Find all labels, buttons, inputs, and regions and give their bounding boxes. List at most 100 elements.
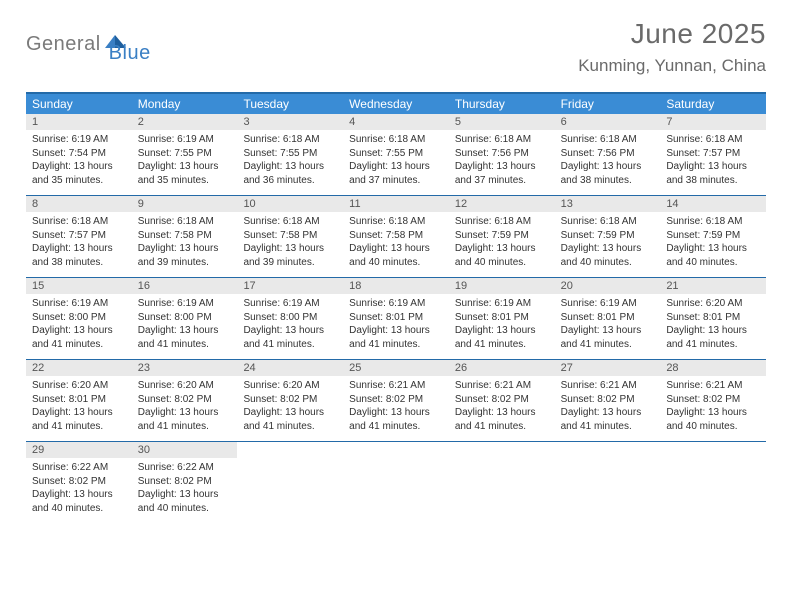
day-body: Sunrise: 6:18 AMSunset: 7:56 PMDaylight:… bbox=[449, 130, 555, 195]
day-number: 24 bbox=[237, 360, 343, 376]
day-body: Sunrise: 6:18 AMSunset: 7:57 PMDaylight:… bbox=[26, 212, 132, 277]
day-number: 23 bbox=[132, 360, 238, 376]
day-body: Sunrise: 6:19 AMSunset: 8:01 PMDaylight:… bbox=[555, 294, 661, 359]
day-body: Sunrise: 6:18 AMSunset: 7:55 PMDaylight:… bbox=[343, 130, 449, 195]
day-cell: 3Sunrise: 6:18 AMSunset: 7:55 PMDaylight… bbox=[237, 114, 343, 195]
day-body: Sunrise: 6:18 AMSunset: 7:58 PMDaylight:… bbox=[132, 212, 238, 277]
day-cell: 28Sunrise: 6:21 AMSunset: 8:02 PMDayligh… bbox=[660, 360, 766, 441]
day-number: 5 bbox=[449, 114, 555, 130]
weekday-header: Thursday bbox=[449, 94, 555, 114]
day-cell: 12Sunrise: 6:18 AMSunset: 7:59 PMDayligh… bbox=[449, 196, 555, 277]
day-cell: 11Sunrise: 6:18 AMSunset: 7:58 PMDayligh… bbox=[343, 196, 449, 277]
weekday-header: Tuesday bbox=[237, 94, 343, 114]
day-cell bbox=[343, 442, 449, 523]
day-number: 26 bbox=[449, 360, 555, 376]
day-number: 10 bbox=[237, 196, 343, 212]
day-number: 6 bbox=[555, 114, 661, 130]
day-body bbox=[555, 446, 661, 504]
day-cell bbox=[237, 442, 343, 523]
day-body bbox=[237, 446, 343, 504]
day-number: 13 bbox=[555, 196, 661, 212]
day-body: Sunrise: 6:18 AMSunset: 7:59 PMDaylight:… bbox=[660, 212, 766, 277]
day-body: Sunrise: 6:18 AMSunset: 7:58 PMDaylight:… bbox=[343, 212, 449, 277]
day-cell: 6Sunrise: 6:18 AMSunset: 7:56 PMDaylight… bbox=[555, 114, 661, 195]
weekday-header-row: SundayMondayTuesdayWednesdayThursdayFrid… bbox=[26, 94, 766, 114]
day-body bbox=[343, 446, 449, 504]
day-body: Sunrise: 6:21 AMSunset: 8:02 PMDaylight:… bbox=[660, 376, 766, 441]
day-cell: 15Sunrise: 6:19 AMSunset: 8:00 PMDayligh… bbox=[26, 278, 132, 359]
day-cell: 22Sunrise: 6:20 AMSunset: 8:01 PMDayligh… bbox=[26, 360, 132, 441]
logo-text-general: General bbox=[26, 33, 101, 56]
day-cell: 1Sunrise: 6:19 AMSunset: 7:54 PMDaylight… bbox=[26, 114, 132, 195]
weekday-header: Monday bbox=[132, 94, 238, 114]
calendar: SundayMondayTuesdayWednesdayThursdayFrid… bbox=[26, 92, 766, 523]
day-body: Sunrise: 6:18 AMSunset: 7:55 PMDaylight:… bbox=[237, 130, 343, 195]
day-cell: 7Sunrise: 6:18 AMSunset: 7:57 PMDaylight… bbox=[660, 114, 766, 195]
day-number: 27 bbox=[555, 360, 661, 376]
logo-text-blue: Blue bbox=[109, 42, 151, 65]
day-cell: 4Sunrise: 6:18 AMSunset: 7:55 PMDaylight… bbox=[343, 114, 449, 195]
day-body bbox=[660, 446, 766, 504]
week-row: 15Sunrise: 6:19 AMSunset: 8:00 PMDayligh… bbox=[26, 278, 766, 360]
day-body: Sunrise: 6:19 AMSunset: 7:54 PMDaylight:… bbox=[26, 130, 132, 195]
day-number: 22 bbox=[26, 360, 132, 376]
weekday-header: Wednesday bbox=[343, 94, 449, 114]
day-body: Sunrise: 6:19 AMSunset: 8:00 PMDaylight:… bbox=[237, 294, 343, 359]
day-body: Sunrise: 6:19 AMSunset: 7:55 PMDaylight:… bbox=[132, 130, 238, 195]
day-number: 20 bbox=[555, 278, 661, 294]
day-cell: 21Sunrise: 6:20 AMSunset: 8:01 PMDayligh… bbox=[660, 278, 766, 359]
day-number: 16 bbox=[132, 278, 238, 294]
day-body: Sunrise: 6:20 AMSunset: 8:01 PMDaylight:… bbox=[660, 294, 766, 359]
day-number: 12 bbox=[449, 196, 555, 212]
day-cell: 13Sunrise: 6:18 AMSunset: 7:59 PMDayligh… bbox=[555, 196, 661, 277]
day-number: 14 bbox=[660, 196, 766, 212]
day-number: 19 bbox=[449, 278, 555, 294]
week-row: 22Sunrise: 6:20 AMSunset: 8:01 PMDayligh… bbox=[26, 360, 766, 442]
day-cell: 26Sunrise: 6:21 AMSunset: 8:02 PMDayligh… bbox=[449, 360, 555, 441]
day-number: 1 bbox=[26, 114, 132, 130]
day-number: 2 bbox=[132, 114, 238, 130]
day-cell: 14Sunrise: 6:18 AMSunset: 7:59 PMDayligh… bbox=[660, 196, 766, 277]
title-block: June 2025 Kunming, Yunnan, China bbox=[578, 18, 766, 76]
day-body: Sunrise: 6:18 AMSunset: 7:57 PMDaylight:… bbox=[660, 130, 766, 195]
day-body: Sunrise: 6:18 AMSunset: 7:58 PMDaylight:… bbox=[237, 212, 343, 277]
day-number: 21 bbox=[660, 278, 766, 294]
day-number: 25 bbox=[343, 360, 449, 376]
day-cell: 20Sunrise: 6:19 AMSunset: 8:01 PMDayligh… bbox=[555, 278, 661, 359]
day-cell: 30Sunrise: 6:22 AMSunset: 8:02 PMDayligh… bbox=[132, 442, 238, 523]
day-cell: 18Sunrise: 6:19 AMSunset: 8:01 PMDayligh… bbox=[343, 278, 449, 359]
day-cell: 2Sunrise: 6:19 AMSunset: 7:55 PMDaylight… bbox=[132, 114, 238, 195]
day-number: 28 bbox=[660, 360, 766, 376]
day-cell: 19Sunrise: 6:19 AMSunset: 8:01 PMDayligh… bbox=[449, 278, 555, 359]
day-cell: 27Sunrise: 6:21 AMSunset: 8:02 PMDayligh… bbox=[555, 360, 661, 441]
day-cell: 10Sunrise: 6:18 AMSunset: 7:58 PMDayligh… bbox=[237, 196, 343, 277]
location-label: Kunming, Yunnan, China bbox=[578, 56, 766, 76]
logo: General Blue bbox=[26, 24, 151, 65]
day-body: Sunrise: 6:20 AMSunset: 8:01 PMDaylight:… bbox=[26, 376, 132, 441]
day-body: Sunrise: 6:21 AMSunset: 8:02 PMDaylight:… bbox=[343, 376, 449, 441]
weekday-header: Friday bbox=[555, 94, 661, 114]
page-title: June 2025 bbox=[578, 18, 766, 50]
day-body: Sunrise: 6:21 AMSunset: 8:02 PMDaylight:… bbox=[555, 376, 661, 441]
day-cell: 5Sunrise: 6:18 AMSunset: 7:56 PMDaylight… bbox=[449, 114, 555, 195]
week-row: 1Sunrise: 6:19 AMSunset: 7:54 PMDaylight… bbox=[26, 114, 766, 196]
day-body: Sunrise: 6:19 AMSunset: 8:00 PMDaylight:… bbox=[26, 294, 132, 359]
day-body: Sunrise: 6:19 AMSunset: 8:00 PMDaylight:… bbox=[132, 294, 238, 359]
day-number: 15 bbox=[26, 278, 132, 294]
day-cell: 8Sunrise: 6:18 AMSunset: 7:57 PMDaylight… bbox=[26, 196, 132, 277]
day-body: Sunrise: 6:18 AMSunset: 7:59 PMDaylight:… bbox=[555, 212, 661, 277]
day-cell bbox=[555, 442, 661, 523]
day-number: 29 bbox=[26, 442, 132, 458]
day-body: Sunrise: 6:18 AMSunset: 7:59 PMDaylight:… bbox=[449, 212, 555, 277]
day-number: 11 bbox=[343, 196, 449, 212]
week-row: 8Sunrise: 6:18 AMSunset: 7:57 PMDaylight… bbox=[26, 196, 766, 278]
day-body: Sunrise: 6:18 AMSunset: 7:56 PMDaylight:… bbox=[555, 130, 661, 195]
day-body: Sunrise: 6:20 AMSunset: 8:02 PMDaylight:… bbox=[132, 376, 238, 441]
day-number: 4 bbox=[343, 114, 449, 130]
day-body bbox=[449, 446, 555, 504]
day-cell bbox=[449, 442, 555, 523]
day-number: 3 bbox=[237, 114, 343, 130]
day-cell: 29Sunrise: 6:22 AMSunset: 8:02 PMDayligh… bbox=[26, 442, 132, 523]
day-cell: 17Sunrise: 6:19 AMSunset: 8:00 PMDayligh… bbox=[237, 278, 343, 359]
day-body: Sunrise: 6:20 AMSunset: 8:02 PMDaylight:… bbox=[237, 376, 343, 441]
